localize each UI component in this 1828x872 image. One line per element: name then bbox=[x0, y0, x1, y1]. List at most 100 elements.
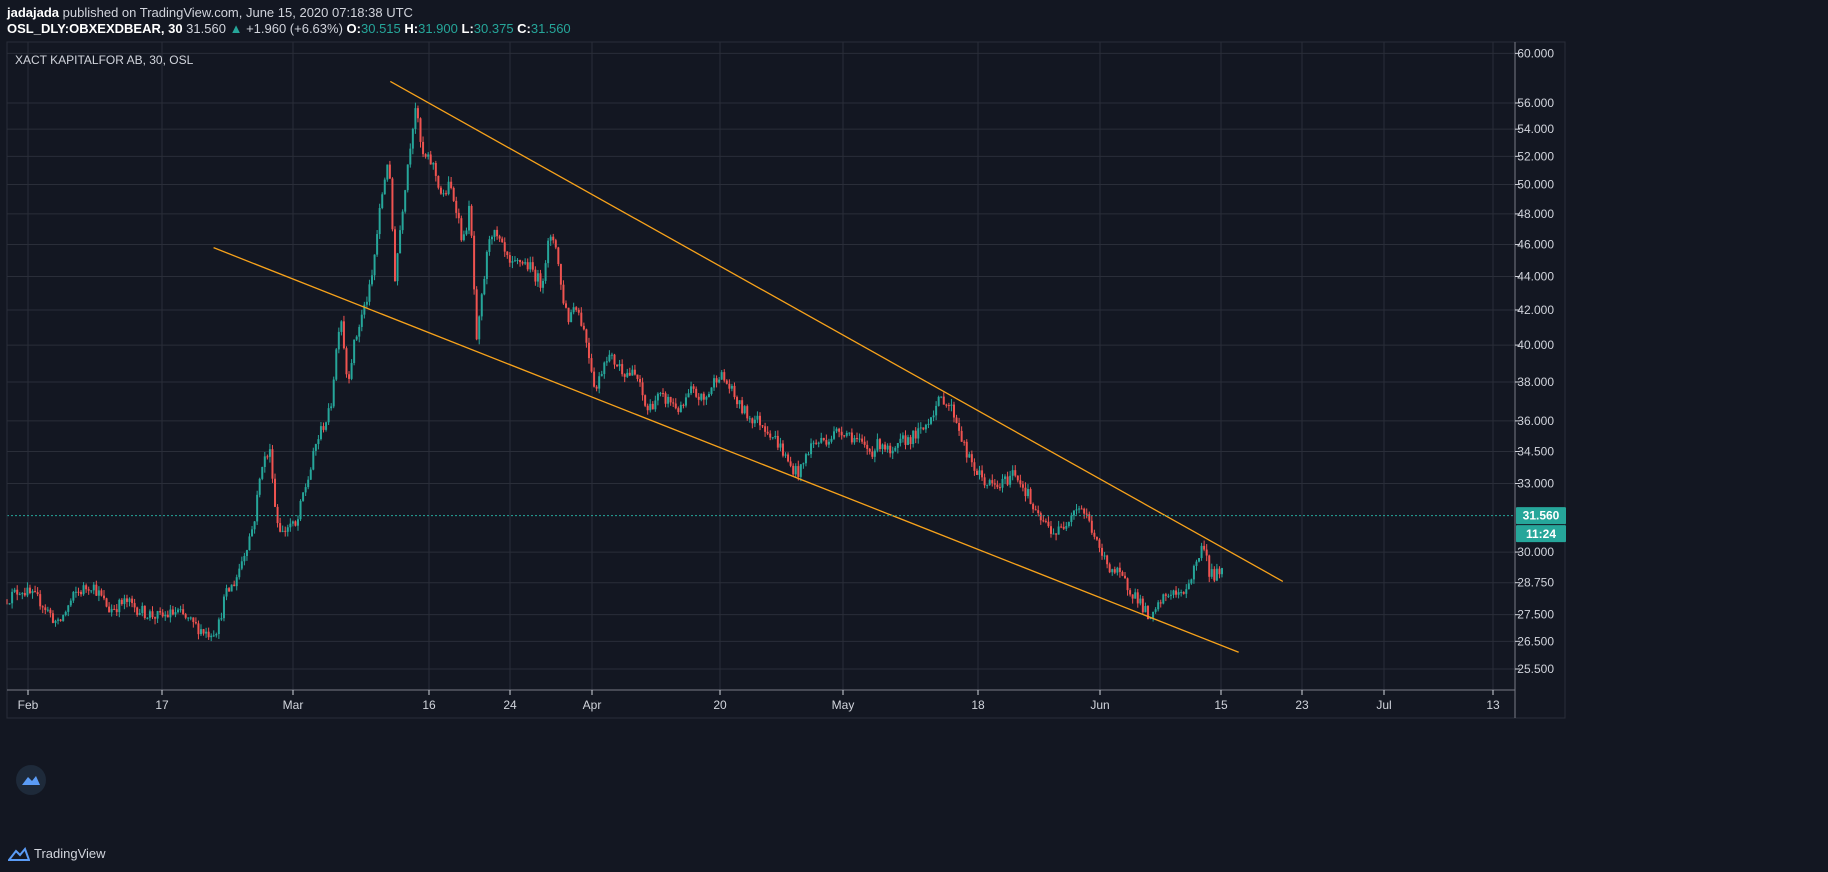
candle-body bbox=[544, 263, 547, 281]
candle-body bbox=[332, 379, 335, 407]
candle-body bbox=[641, 382, 644, 396]
brand-name: TradingView bbox=[34, 846, 106, 861]
candle-body bbox=[659, 393, 662, 395]
candle-body bbox=[360, 314, 363, 327]
candle-body bbox=[1004, 476, 1007, 479]
candle-body bbox=[715, 378, 718, 383]
candle-body bbox=[886, 445, 889, 450]
candle-body bbox=[702, 393, 705, 400]
candle-body bbox=[914, 430, 917, 439]
candle-body bbox=[87, 589, 90, 591]
symbol-interval[interactable]: OSL_DLY:OBXEXDBEAR, 30 bbox=[7, 21, 183, 36]
candle-body bbox=[432, 163, 435, 165]
candle-body bbox=[488, 239, 491, 252]
candle-body bbox=[284, 530, 287, 532]
candle-body bbox=[1044, 520, 1047, 522]
candle-body bbox=[187, 617, 190, 619]
candle-body bbox=[85, 585, 88, 590]
x-tick-label: 15 bbox=[1214, 698, 1228, 712]
candle-body bbox=[667, 396, 670, 404]
candle-body bbox=[684, 397, 687, 406]
candle-body bbox=[810, 443, 813, 455]
candle-body bbox=[587, 342, 590, 359]
trendline-2[interactable] bbox=[213, 247, 1239, 653]
candle-body bbox=[77, 591, 80, 593]
trendlines[interactable] bbox=[213, 80, 1284, 653]
candle-body bbox=[633, 369, 636, 375]
candle-body bbox=[28, 587, 31, 594]
candle-body bbox=[92, 584, 95, 591]
candle-body bbox=[46, 609, 49, 611]
candle-body bbox=[736, 397, 739, 405]
candle-body bbox=[100, 590, 103, 596]
candle-body bbox=[1039, 513, 1042, 521]
candle-body bbox=[411, 128, 414, 149]
candle-body bbox=[947, 405, 950, 407]
low-value: 30.375 bbox=[473, 21, 514, 36]
candle-body bbox=[1093, 532, 1096, 537]
candle-body bbox=[628, 372, 631, 376]
candle-body bbox=[31, 591, 34, 594]
y-tick-label: 34.500 bbox=[1517, 445, 1554, 459]
candle-body bbox=[825, 440, 828, 445]
candle-body bbox=[49, 609, 52, 614]
candle-body bbox=[110, 608, 113, 613]
candle-body bbox=[991, 480, 994, 484]
candle-body bbox=[274, 478, 277, 507]
candle-body bbox=[833, 431, 836, 439]
candle-body bbox=[705, 397, 708, 400]
candle-body bbox=[978, 470, 981, 475]
candle-body bbox=[1049, 526, 1052, 534]
candle-body bbox=[450, 181, 453, 189]
candle-body bbox=[649, 403, 652, 411]
candle-body bbox=[23, 593, 26, 596]
candle-body bbox=[1210, 569, 1213, 577]
author-name[interactable]: jadajada bbox=[7, 5, 60, 20]
candle-body bbox=[194, 622, 197, 624]
candle-body bbox=[233, 584, 236, 587]
trendline-1[interactable] bbox=[390, 80, 1284, 583]
candle-body bbox=[1072, 510, 1075, 516]
tradingview-badge-icon[interactable] bbox=[16, 765, 46, 795]
candle-body bbox=[350, 363, 353, 379]
candle-body bbox=[266, 456, 269, 458]
candle-body bbox=[789, 461, 792, 466]
candle-body bbox=[728, 383, 731, 389]
candle-body bbox=[1124, 575, 1127, 579]
price-axis[interactable]: 60.000 56.000 54.000 52.000 50.000 48.000 46.0… bbox=[1515, 46, 1566, 676]
candle-body bbox=[90, 590, 93, 592]
tradingview-brand[interactable]: TradingView bbox=[8, 846, 106, 861]
candle-body bbox=[355, 336, 358, 340]
candle-body bbox=[529, 262, 532, 270]
candle-body bbox=[1172, 590, 1175, 595]
candle-body bbox=[225, 588, 228, 597]
candle-body bbox=[143, 605, 146, 618]
candle-body bbox=[598, 376, 601, 389]
x-tick-label: 18 bbox=[971, 698, 985, 712]
candle-body bbox=[965, 441, 968, 458]
time-axis[interactable]: Feb 17 Mar 16 24 Apr 20 May 18 Jun 15 23 Jul 13 bbox=[18, 690, 1500, 712]
countdown-tag-label: 11:24 bbox=[1526, 527, 1556, 541]
price-chart[interactable]: 60.000 56.000 54.000 52.000 50.000 48.000 46.0… bbox=[0, 0, 1828, 840]
candle-body bbox=[496, 229, 499, 237]
candle-body bbox=[1024, 487, 1027, 497]
candle-body bbox=[1062, 526, 1065, 529]
candle-body bbox=[307, 479, 310, 488]
candle-body bbox=[1182, 592, 1185, 594]
candle-body bbox=[855, 437, 858, 439]
candle-body bbox=[884, 444, 887, 450]
candle-body bbox=[457, 212, 460, 219]
candle-body bbox=[912, 430, 915, 445]
close-value: 31.560 bbox=[530, 21, 571, 36]
candle-body bbox=[312, 450, 315, 470]
candle-body bbox=[761, 425, 764, 427]
y-tick-label: 38.000 bbox=[1517, 375, 1554, 389]
candle-body bbox=[973, 462, 976, 471]
y-tick-label: 48.000 bbox=[1517, 207, 1554, 221]
candle-body bbox=[924, 424, 927, 430]
candle-body bbox=[235, 577, 238, 587]
candle-body bbox=[54, 620, 57, 623]
candle-body bbox=[478, 316, 481, 340]
candle-body bbox=[97, 590, 100, 596]
candle-body bbox=[182, 609, 185, 615]
